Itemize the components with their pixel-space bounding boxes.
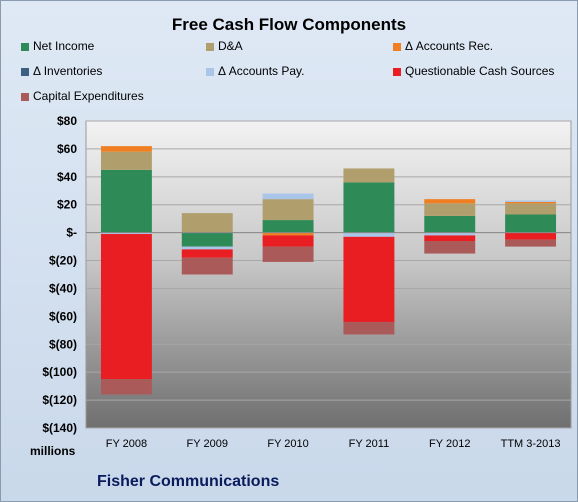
legend-label: Net Income [33, 39, 95, 53]
bar-capital-expenditures-fy-2008 [100, 379, 152, 395]
y-tick-label: $(100) [42, 365, 77, 379]
bar-d-a-fy-2010 [262, 199, 314, 221]
bar-capital-expenditures-fy-2009 [181, 257, 233, 275]
bar-accounts-pay-fy-2010 [262, 193, 314, 200]
bar-d-a-fy-2008 [100, 151, 152, 170]
legend-swatch [393, 67, 401, 76]
bar-accounts-pay-fy-2008 [100, 232, 152, 235]
legend-swatch [393, 42, 401, 51]
bar-d-a-fy-2011 [343, 168, 395, 183]
bar-net-income-fy-2009 [181, 232, 233, 247]
y-tick-label: $(40) [49, 281, 77, 295]
legend-swatch [206, 42, 214, 51]
legend-item-accounts-pay: Δ Accounts Pay. [206, 64, 305, 78]
company-name: Fisher Communications [97, 473, 280, 490]
y-tick-label: $(80) [49, 337, 77, 351]
legend-item-questionable-cash-sources: Questionable Cash Sources [393, 64, 554, 78]
x-tick-label: FY 2009 [187, 438, 228, 450]
y-tick-label: $(140) [42, 421, 77, 435]
bar-questionable-cash-sources-fy-2009 [181, 249, 233, 258]
y-tick-label: $(20) [49, 254, 77, 268]
bar-questionable-cash-sources-fy-2011 [343, 236, 395, 322]
y-tick-label: $20 [57, 198, 77, 212]
bar-net-income-fy-2010 [262, 220, 314, 233]
bar-accounts-pay-ttm-3-2013 [505, 200, 557, 202]
plot-area [85, 120, 572, 429]
bar-questionable-cash-sources-fy-2008 [100, 234, 152, 380]
legend-swatch [21, 67, 29, 76]
legend-item-capital-expenditures: Capital Expenditures [21, 89, 144, 103]
legend-label: Capital Expenditures [33, 89, 144, 103]
legend-swatch [21, 92, 29, 101]
bar-net-income-fy-2008 [100, 169, 152, 233]
x-tick-label: FY 2010 [267, 438, 308, 450]
bar-accounts-pay-fy-2009 [181, 246, 233, 250]
legend-label: Δ Inventories [33, 64, 103, 78]
bar-d-a-fy-2012 [424, 203, 476, 216]
x-tick-label: TTM 3-2013 [501, 438, 561, 450]
bar-net-income-fy-2012 [424, 215, 476, 233]
y-tick-label: $40 [57, 170, 77, 184]
bar-questionable-cash-sources-fy-2010 [262, 235, 314, 247]
bar-accounts-rec-fy-2010 [262, 232, 314, 236]
bar-questionable-cash-sources-ttm-3-2013 [505, 232, 557, 240]
bar-capital-expenditures-fy-2010 [262, 246, 314, 262]
x-tick-label: FY 2011 [349, 438, 390, 450]
y-tick-label: $60 [57, 142, 77, 156]
bar-accounts-pay-fy-2012 [424, 232, 476, 236]
bar-accounts-rec-fy-2008 [100, 146, 152, 152]
legend-label: D&A [218, 39, 243, 53]
y-tick-label: $80 [57, 114, 77, 128]
bar-capital-expenditures-ttm-3-2013 [505, 239, 557, 247]
chart-title: Free Cash Flow Components [171, 15, 407, 34]
legend-label: Δ Accounts Rec. [405, 39, 494, 53]
y-tick-label: $(120) [42, 393, 77, 407]
bar-net-income-ttm-3-2013 [505, 214, 557, 233]
legend-label: Questionable Cash Sources [405, 64, 555, 78]
bar-d-a-fy-2009 [181, 213, 233, 233]
bar-questionable-cash-sources-fy-2012 [424, 235, 476, 242]
bar-accounts-rec-ttm-3-2013 [505, 201, 557, 204]
legend-item-inventories: Δ Inventories [21, 64, 102, 78]
legend-item-net-income: Net Income [21, 39, 94, 53]
legend-swatch [21, 42, 29, 51]
bar-capital-expenditures-fy-2011 [343, 321, 395, 335]
bar-d-a-ttm-3-2013 [505, 203, 557, 215]
legend-label: Δ Accounts Pay. [218, 64, 305, 78]
legend-item-accounts-rec: Δ Accounts Rec. [393, 39, 493, 53]
bar-accounts-pay-fy-2011 [343, 232, 395, 237]
legend-item-d-a: D&A [206, 39, 243, 53]
bar-accounts-rec-fy-2012 [424, 199, 476, 204]
x-tick-label: FY 2008 [106, 438, 147, 450]
y-axis-units-label: millions [30, 444, 76, 458]
bar-capital-expenditures-fy-2012 [424, 241, 476, 254]
legend-swatch [206, 67, 214, 76]
x-tick-label: FY 2012 [429, 438, 470, 450]
y-tick-label: $- [66, 226, 77, 240]
y-tick-label: $(60) [49, 309, 77, 323]
bar-net-income-fy-2011 [343, 182, 395, 233]
